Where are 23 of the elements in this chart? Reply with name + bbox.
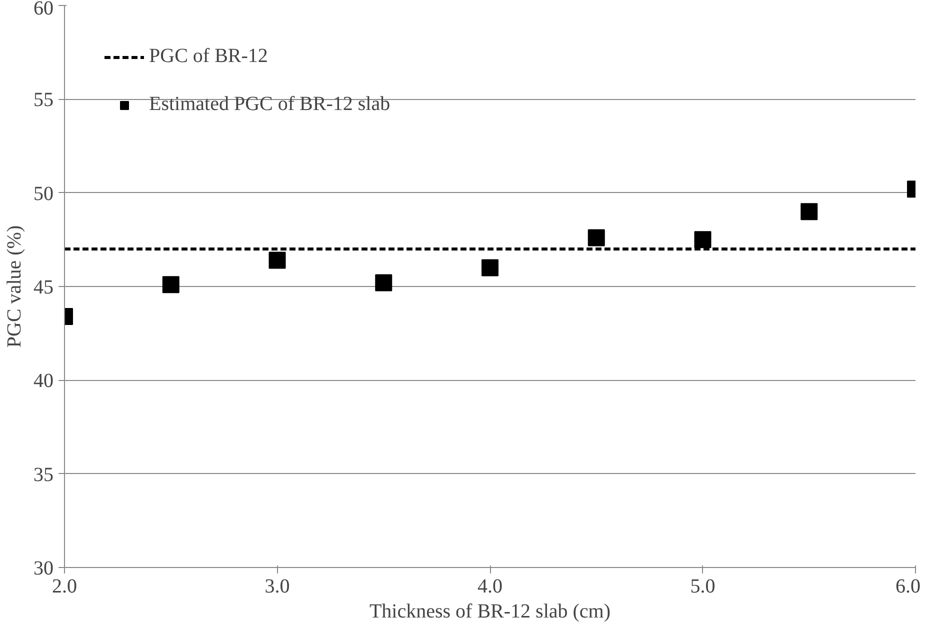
x-tick-label: 6.0	[896, 576, 920, 598]
y-axis-title: PGC value (%)	[4, 225, 26, 348]
y-tick-label: 35	[34, 464, 54, 486]
y-tick-label: 40	[34, 370, 54, 392]
y-tick-label: 30	[34, 558, 54, 580]
point	[482, 259, 498, 276]
x-tick-label: 5.0	[690, 576, 716, 598]
point	[588, 229, 605, 246]
x-tick-label: 3.0	[264, 576, 290, 598]
y-tick-label: 60	[34, 0, 54, 20]
legend-label: PGC of BR-12	[149, 45, 268, 68]
x-axis-title: Thickness of BR-12 slab (cm)	[369, 600, 611, 622]
y-tick-label: 45	[34, 276, 54, 298]
y-tick-label: 55	[34, 89, 54, 112]
x-tick-label: 4.0	[478, 576, 502, 598]
point	[800, 203, 818, 220]
point	[268, 252, 286, 269]
legend-label: Estimated PGC of BR-12 slab	[149, 93, 390, 116]
point	[375, 274, 392, 292]
y-tick-label: 50	[34, 182, 54, 205]
x-tick-label: 2.0	[52, 576, 77, 598]
point	[162, 276, 180, 294]
point	[694, 231, 712, 248]
